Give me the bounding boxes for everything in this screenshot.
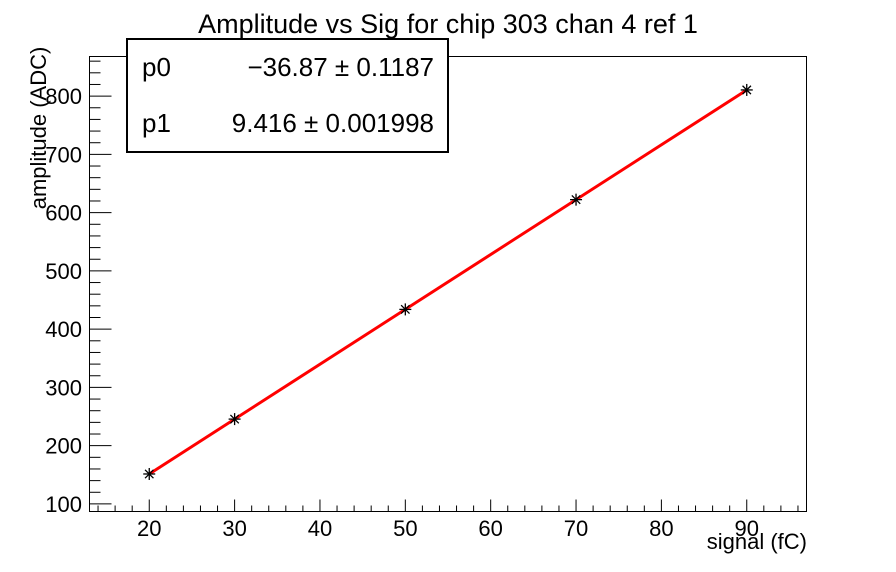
y-tick-label: 700 bbox=[45, 142, 82, 167]
fit-line bbox=[148, 88, 748, 476]
data-point-marker bbox=[144, 469, 154, 479]
param-p1-label: p1 bbox=[142, 107, 171, 138]
x-tick-label: 30 bbox=[222, 516, 246, 541]
param-p0-label: p0 bbox=[142, 52, 171, 83]
y-axis-title: amplitude (ADC) bbox=[26, 47, 51, 210]
data-point-marker bbox=[742, 85, 752, 95]
y-tick-label: 200 bbox=[45, 434, 82, 459]
x-tick-label: 40 bbox=[308, 516, 332, 541]
data-point-marker bbox=[571, 194, 581, 205]
x-tick-label: 70 bbox=[564, 516, 588, 541]
param-p0-value: −36.87 ± 0.1187 bbox=[247, 52, 434, 83]
y-tick-label: 400 bbox=[45, 317, 82, 342]
y-tick-label: 800 bbox=[45, 84, 82, 109]
fit-stats-box: p0 −36.87 ± 0.1187 p1 9.416 ± 0.001998 bbox=[126, 38, 449, 153]
data-point-marker bbox=[400, 304, 410, 315]
plot-title: Amplitude vs Sig for chip 303 chan 4 ref… bbox=[198, 9, 698, 39]
data-point-marker bbox=[229, 414, 240, 424]
x-tick-label: 80 bbox=[649, 516, 673, 541]
stats-row-p1: p1 9.416 ± 0.001998 bbox=[128, 96, 447, 152]
stats-row-p0: p0 −36.87 ± 0.1187 bbox=[128, 40, 447, 96]
x-tick-label: 60 bbox=[478, 516, 502, 541]
y-tick-label: 300 bbox=[45, 375, 82, 400]
x-tick-label: 20 bbox=[137, 516, 161, 541]
param-p1-value: 9.416 ± 0.001998 bbox=[231, 107, 434, 138]
x-tick-label: 90 bbox=[735, 516, 759, 541]
y-tick-label: 100 bbox=[45, 492, 82, 517]
x-axis-title: signal (fC) bbox=[707, 529, 807, 554]
y-tick-label: 600 bbox=[45, 201, 82, 226]
x-tick-label: 50 bbox=[393, 516, 417, 541]
y-tick-label: 500 bbox=[45, 259, 82, 284]
